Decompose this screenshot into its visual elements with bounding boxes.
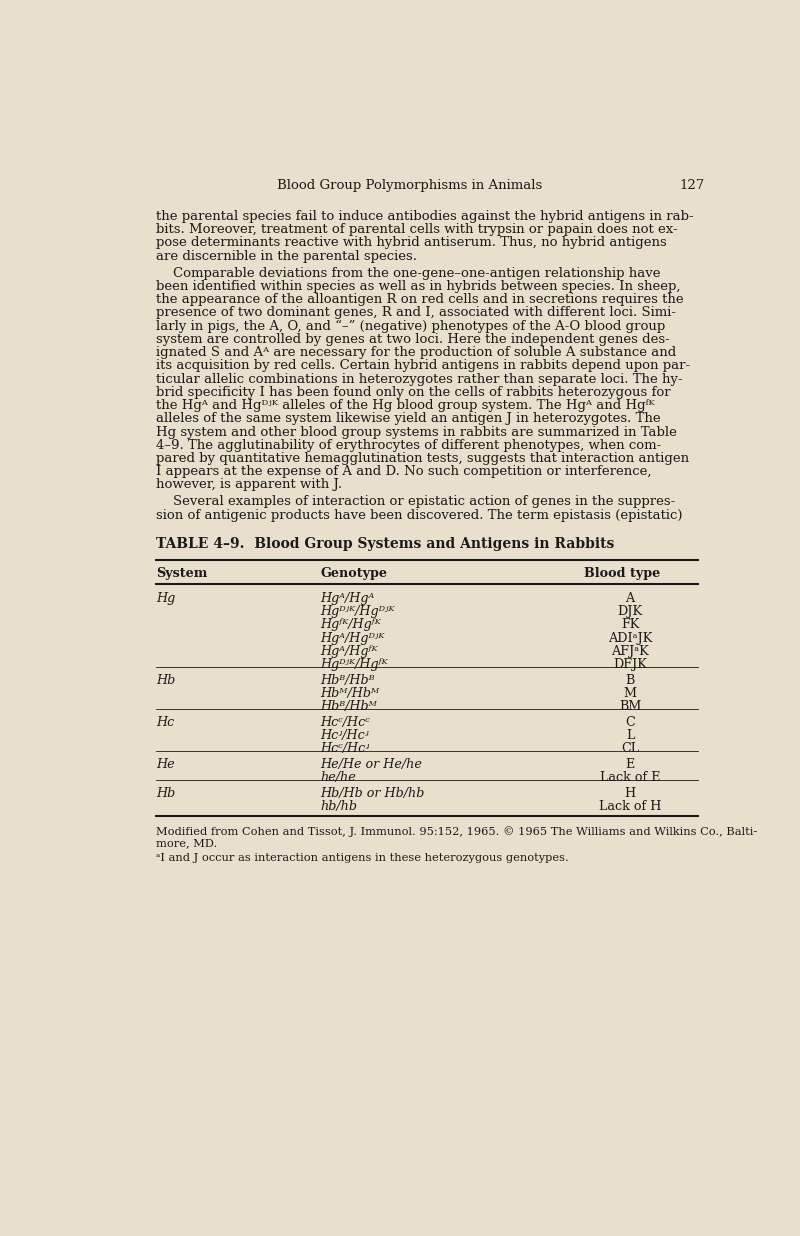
Text: presence of two dominant genes, R and I, associated with different loci. Simi-: presence of two dominant genes, R and I,…	[156, 307, 676, 319]
Text: ADIᵃJK: ADIᵃJK	[608, 632, 652, 645]
Text: Hg: Hg	[156, 592, 175, 604]
Text: Blood Group Polymorphisms in Animals: Blood Group Polymorphisms in Animals	[278, 179, 542, 192]
Text: 4–9. The agglutinability of erythrocytes of different phenotypes, when com-: 4–9. The agglutinability of erythrocytes…	[156, 439, 661, 452]
Text: sion of antigenic products have been discovered. The term epistasis (epistatic): sion of antigenic products have been dis…	[156, 509, 682, 522]
Text: more, MD.: more, MD.	[156, 838, 217, 848]
Text: 127: 127	[680, 179, 705, 192]
Text: A: A	[626, 592, 634, 604]
Text: BM: BM	[619, 701, 642, 713]
Text: I appears at the expense of A and D. No such competition or interference,: I appears at the expense of A and D. No …	[156, 465, 651, 478]
Text: Hgᴰʲᴷ/Hgᴰʲᴷ: Hgᴰʲᴷ/Hgᴰʲᴷ	[320, 606, 394, 618]
Text: Lack of H: Lack of H	[599, 800, 662, 813]
Text: pose determinants reactive with hybrid antiserum. Thus, no hybrid antigens: pose determinants reactive with hybrid a…	[156, 236, 666, 250]
Text: Hgᴰʲᴷ/Hgᶠᴷ: Hgᴰʲᴷ/Hgᶠᴷ	[320, 659, 388, 671]
Text: ticular allelic combinations in heterozygotes rather than separate loci. The hy-: ticular allelic combinations in heterozy…	[156, 372, 682, 386]
Text: Hgᶠᴷ/Hgᶠᴷ: Hgᶠᴷ/Hgᶠᴷ	[320, 618, 381, 632]
Text: system are controlled by genes at two loci. Here the independent genes des-: system are controlled by genes at two lo…	[156, 332, 670, 346]
Text: Hb: Hb	[156, 786, 175, 800]
Text: Hbᴹ/Hbᴹ: Hbᴹ/Hbᴹ	[320, 687, 379, 700]
Text: Hc: Hc	[156, 716, 174, 729]
Text: the Hgᴬ and Hgᴰʲᴷ alleles of the Hg blood group system. The Hgᴬ and Hgᶠᴷ: the Hgᴬ and Hgᴰʲᴷ alleles of the Hg bloo…	[156, 399, 654, 412]
Text: ignated S and Aᴬ are necessary for the production of soluble A substance and: ignated S and Aᴬ are necessary for the p…	[156, 346, 676, 358]
Text: Hgᴬ/Hgᴰʲᴷ: Hgᴬ/Hgᴰʲᴷ	[320, 632, 385, 645]
Text: DFJK: DFJK	[613, 659, 647, 671]
Text: alleles of the same system likewise yield an antigen J in heterozygotes. The: alleles of the same system likewise yiel…	[156, 413, 661, 425]
Text: C: C	[626, 716, 635, 729]
Text: Genotype: Genotype	[320, 566, 387, 580]
Text: the parental species fail to induce antibodies against the hybrid antigens in ra: the parental species fail to induce anti…	[156, 210, 694, 222]
Text: Hg system and other blood group systems in rabbits are summarized in Table: Hg system and other blood group systems …	[156, 425, 677, 439]
Text: ᵃI and J occur as interaction antigens in these heterozygous genotypes.: ᵃI and J occur as interaction antigens i…	[156, 853, 569, 863]
Text: Hgᴬ/Hgᴬ: Hgᴬ/Hgᴬ	[320, 592, 374, 604]
Text: the appearance of the alloantigen R on red cells and in secretions requires the: the appearance of the alloantigen R on r…	[156, 293, 683, 307]
Text: Hcᶜ/Hcᶡ: Hcᶜ/Hcᶡ	[320, 743, 370, 755]
Text: E: E	[626, 758, 634, 771]
Text: been identified within species as well as in hybrids between species. In sheep,: been identified within species as well a…	[156, 279, 680, 293]
Text: Hb: Hb	[156, 674, 175, 687]
Text: Hcᶜ/Hcᶜ: Hcᶜ/Hcᶜ	[320, 716, 370, 729]
Text: Modified from Cohen and Tissot, J. ​Immunol. 95:152, 1965. © 1965 The Williams a: Modified from Cohen and Tissot, J. ​Immu…	[156, 826, 757, 837]
Text: Hbᴮ/Hbᴮ: Hbᴮ/Hbᴮ	[320, 674, 374, 687]
Text: L: L	[626, 729, 634, 742]
Text: Hbᴮ/Hbᴹ: Hbᴮ/Hbᴹ	[320, 701, 377, 713]
Text: brid specificity I has been found only on the cells of rabbits heterozygous for: brid specificity I has been found only o…	[156, 386, 670, 399]
Text: Hcᶡ/Hcᶡ: Hcᶡ/Hcᶡ	[320, 729, 369, 742]
Text: CL: CL	[621, 743, 639, 755]
Text: FK: FK	[621, 618, 639, 632]
Text: He: He	[156, 758, 174, 771]
Text: however, is apparent with J.: however, is apparent with J.	[156, 478, 342, 492]
Text: hb/hb: hb/hb	[320, 800, 357, 813]
Text: Lack of E: Lack of E	[600, 771, 660, 784]
Text: B: B	[626, 674, 634, 687]
Text: Hb/Hb or Hb/hb: Hb/Hb or Hb/hb	[320, 786, 425, 800]
Text: larly in pigs, the A, O, and “–” (negative) phenotypes of the A-O blood group: larly in pigs, the A, O, and “–” (negati…	[156, 320, 665, 332]
Text: he/he: he/he	[320, 771, 356, 784]
Text: Comparable deviations from the one-gene–one-antigen relationship have: Comparable deviations from the one-gene–…	[156, 267, 660, 279]
Text: Hgᴬ/Hgᶠᴷ: Hgᴬ/Hgᶠᴷ	[320, 645, 378, 658]
Text: H: H	[625, 786, 636, 800]
Text: M: M	[623, 687, 637, 700]
Text: Blood type: Blood type	[584, 566, 660, 580]
Text: He/He or He/he: He/He or He/he	[320, 758, 422, 771]
Text: System: System	[156, 566, 207, 580]
Text: bits. Moreover, treatment of parental cells with trypsin or papain does not ex-: bits. Moreover, treatment of parental ce…	[156, 224, 678, 236]
Text: its acquisition by red cells. Certain hybrid antigens in rabbits depend upon par: its acquisition by red cells. Certain hy…	[156, 360, 690, 372]
Text: pared by quantitative hemagglutination tests, suggests that interaction antigen: pared by quantitative hemagglutination t…	[156, 452, 689, 465]
Text: AFJᵃK: AFJᵃK	[611, 645, 649, 658]
Text: Several examples of interaction or epistatic action of genes in the suppres-: Several examples of interaction or epist…	[156, 496, 675, 508]
Text: DJK: DJK	[618, 606, 642, 618]
Text: TABLE 4–9.  Blood Group Systems and Antigens in Rabbits: TABLE 4–9. Blood Group Systems and Antig…	[156, 536, 614, 550]
Text: are discernible in the parental species.: are discernible in the parental species.	[156, 250, 417, 263]
